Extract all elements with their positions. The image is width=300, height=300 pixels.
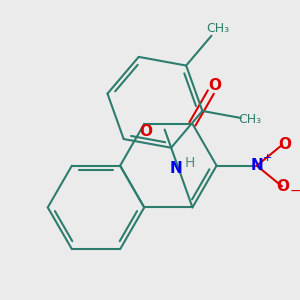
Text: −: − [290, 184, 300, 198]
Text: O: O [208, 78, 221, 93]
Text: O: O [277, 179, 290, 194]
Text: O: O [139, 124, 152, 140]
Text: N: N [250, 158, 263, 173]
Text: CH₃: CH₃ [206, 22, 229, 35]
Text: +: + [262, 153, 272, 163]
Text: O: O [278, 137, 291, 152]
Text: CH₃: CH₃ [238, 113, 261, 126]
Text: H: H [185, 156, 195, 170]
Text: N: N [170, 161, 183, 176]
